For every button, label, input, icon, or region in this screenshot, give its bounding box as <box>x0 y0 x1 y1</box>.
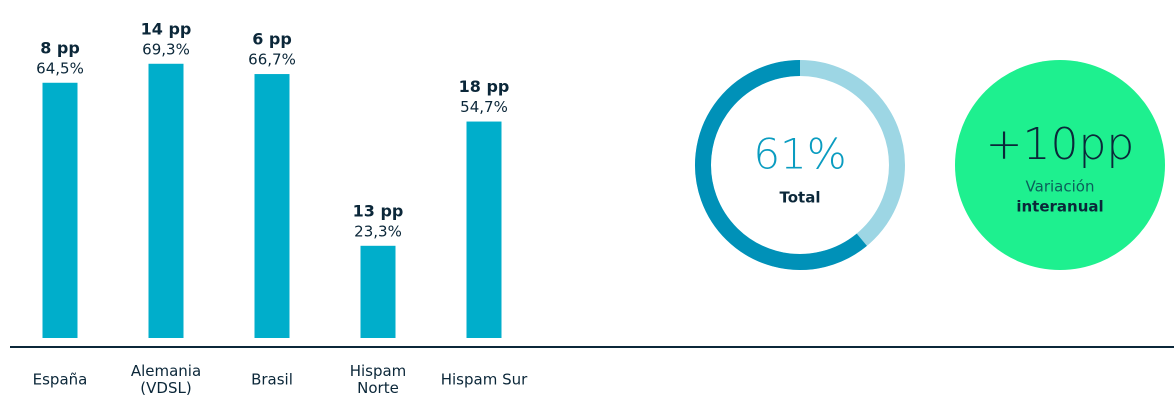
donut-segment <box>695 60 867 270</box>
category-label: Brasil <box>251 370 293 389</box>
value-label: 66,7% <box>248 51 296 69</box>
change-label: 13 pp <box>353 201 404 220</box>
category-label: Alemania (VDSL) <box>130 362 202 397</box>
variation-circle <box>955 60 1165 270</box>
donut-label: Total <box>780 189 821 207</box>
value-label: 69,3% <box>142 40 190 58</box>
variation-label: Variación <box>1026 178 1095 196</box>
bar <box>254 74 290 339</box>
change-label: 6 pp <box>252 30 292 49</box>
bar <box>360 245 396 338</box>
bar <box>148 63 184 339</box>
variation-value: +10pp <box>986 119 1135 170</box>
value-label: 23,3% <box>354 222 402 240</box>
value-label: 54,7% <box>460 98 508 116</box>
variation-label-bold: interanual <box>1016 198 1103 216</box>
category-label: Hispam Norte <box>349 362 407 397</box>
bar <box>42 82 78 338</box>
value-label: 64,5% <box>36 59 84 77</box>
donut-value: 61% <box>753 130 846 179</box>
category-label: Hispam Sur <box>440 370 528 389</box>
change-label: 14 pp <box>141 19 192 38</box>
bar <box>466 121 502 339</box>
change-label: 8 pp <box>40 38 80 57</box>
category-label: España <box>32 370 88 389</box>
change-label: 18 pp <box>459 77 510 96</box>
